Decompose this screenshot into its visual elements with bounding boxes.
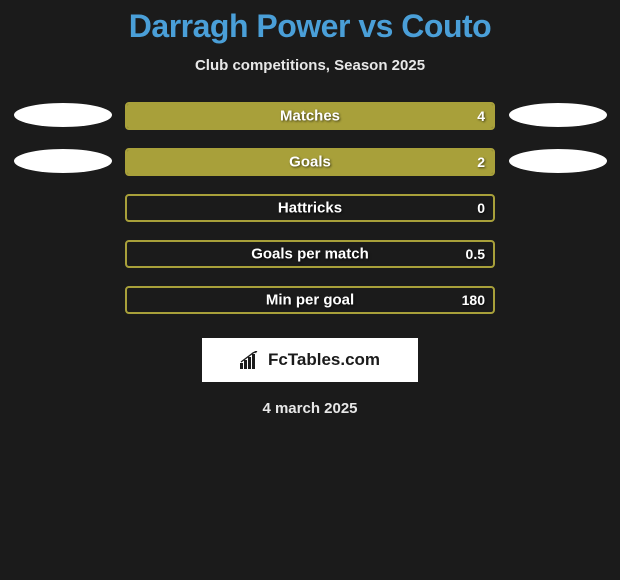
- stat-label: Goals per match: [127, 246, 493, 263]
- avatar-oval: [509, 103, 607, 127]
- stat-value: 0.5: [466, 246, 485, 262]
- stat-bar: Min per goal 180: [125, 286, 495, 314]
- left-avatar-slot: [10, 149, 115, 175]
- stat-label: Hattricks: [127, 200, 493, 217]
- stat-row: Goals per match 0.5: [10, 240, 610, 268]
- right-avatar-slot: [505, 241, 610, 267]
- avatar-oval: [14, 103, 112, 127]
- stat-row: Min per goal 180: [10, 286, 610, 314]
- stat-label: Min per goal: [127, 292, 493, 309]
- avatar-oval: [509, 149, 607, 173]
- stat-value: 180: [462, 292, 485, 308]
- stat-row: Hattricks 0: [10, 194, 610, 222]
- logo-box: FcTables.com: [202, 338, 418, 382]
- date-label: 4 march 2025: [0, 400, 620, 417]
- stat-bar: Goals per match 0.5: [125, 240, 495, 268]
- stat-bar: Hattricks 0: [125, 194, 495, 222]
- page-title: Darragh Power vs Couto: [0, 8, 620, 45]
- stat-bar: Goals 2: [125, 148, 495, 176]
- stat-value: 4: [477, 108, 485, 124]
- comparison-infographic: Darragh Power vs Couto Club competitions…: [0, 0, 620, 417]
- right-avatar-slot: [505, 287, 610, 313]
- stat-label: Matches: [127, 108, 493, 125]
- left-avatar-slot: [10, 195, 115, 221]
- stat-value: 2: [477, 154, 485, 170]
- stat-bar: Matches 4: [125, 102, 495, 130]
- left-avatar-slot: [10, 287, 115, 313]
- right-avatar-slot: [505, 103, 610, 129]
- right-avatar-slot: [505, 195, 610, 221]
- stat-row: Goals 2: [10, 148, 610, 176]
- stat-value: 0: [477, 200, 485, 216]
- stat-row: Matches 4: [10, 102, 610, 130]
- bar-chart-icon: [240, 351, 262, 369]
- stat-rows: Matches 4 Goals 2: [0, 102, 620, 314]
- subtitle: Club competitions, Season 2025: [0, 57, 620, 74]
- left-avatar-slot: [10, 241, 115, 267]
- logo-text: FcTables.com: [268, 350, 380, 370]
- left-avatar-slot: [10, 103, 115, 129]
- stat-label: Goals: [127, 154, 493, 171]
- avatar-oval: [14, 149, 112, 173]
- right-avatar-slot: [505, 149, 610, 175]
